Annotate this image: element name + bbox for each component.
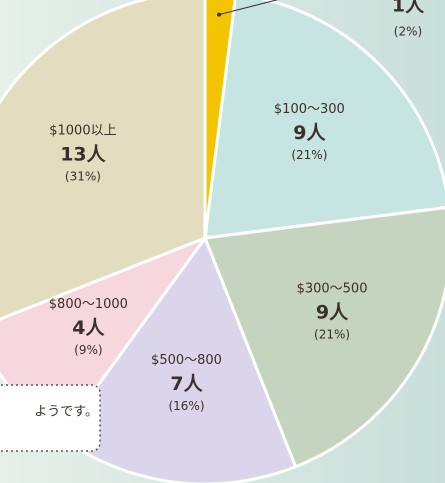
labels: 1人 (2%) $100～300 9人 (21%) $300～500 9人 (21%) $500… — [49, 0, 425, 413]
value-label: (9%) — [74, 343, 102, 357]
value-label: (31%) — [65, 170, 101, 184]
slice — [0, 0, 207, 321]
slice — [203, 0, 237, 239]
leader-dot — [217, 12, 222, 17]
slice — [202, 206, 445, 469]
value-label: (16%) — [168, 399, 204, 413]
category-label: $1000以上 — [49, 124, 116, 139]
value-label: (2%) — [394, 25, 422, 39]
count-label: 1人 — [392, 0, 425, 17]
category-label: $100～300 — [274, 102, 345, 117]
category-label: $800～1000 — [49, 297, 128, 312]
value-label: (21%) — [314, 328, 350, 342]
count-label: 13人 — [60, 144, 106, 166]
leader-line — [218, 0, 279, 16]
note: ようです。 — [34, 405, 98, 420]
count-label: 7人 — [170, 373, 203, 395]
count-label: 9人 — [293, 122, 326, 144]
value-label: (21%) — [291, 148, 327, 162]
category-label: $300～500 — [297, 282, 368, 297]
category-label: $500～800 — [151, 353, 222, 368]
count-label: 9人 — [316, 302, 349, 324]
note-box — [0, 384, 101, 452]
count-label: 4人 — [72, 317, 105, 339]
